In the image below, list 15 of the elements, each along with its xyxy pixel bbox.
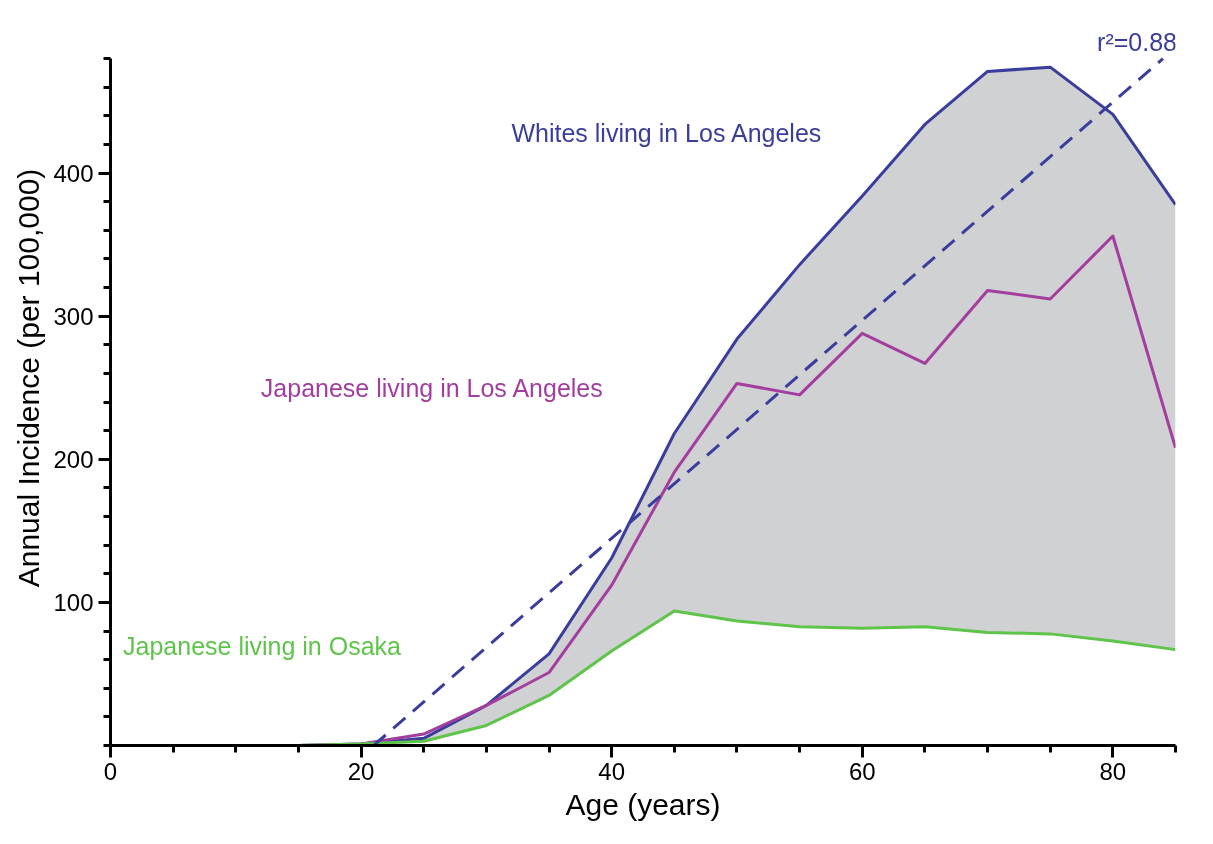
text: Japanese living in Los Angeles [260,374,603,403]
annotation: r²=0.88 [1097,27,1177,56]
x-tick-label: 60 [848,757,876,785]
x-tick-label: 40 [598,757,626,785]
text: Whites living in Los Angeles [511,119,822,148]
y-tick-label: 100 [53,588,94,616]
y-tick-label: 200 [53,445,94,473]
x-tick-label: 20 [347,757,375,785]
y-axis-title: Annual Incidence (per 100,000) [12,168,46,588]
text: Japanese living in Osaka [123,631,402,660]
x-tick-label: 0 [103,757,118,785]
x-axis-title: Age (years) [565,787,721,821]
y-tick-label: 300 [53,302,94,330]
x-tick-label: 80 [1099,757,1127,785]
y-tick-label: 400 [53,159,94,187]
